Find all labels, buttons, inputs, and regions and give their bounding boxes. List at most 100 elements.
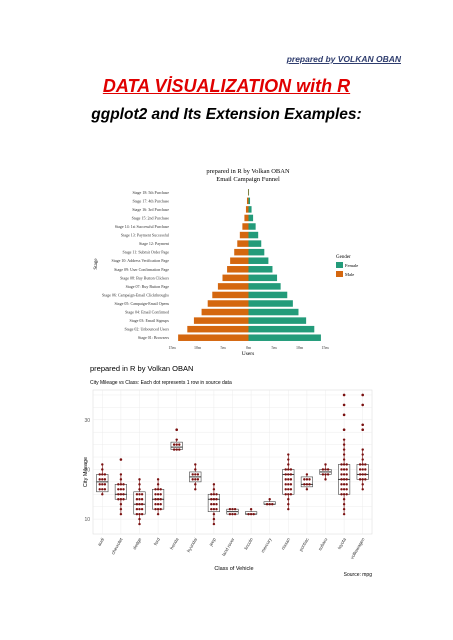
- class-tick-label: volkswagen: [349, 537, 365, 560]
- funnel-x-axis-label: Users: [242, 351, 255, 357]
- data-dot: [159, 503, 162, 506]
- data-dot: [361, 473, 364, 476]
- class-tick-label: lincoln: [243, 537, 254, 551]
- boxplot-caption: Source: mpg: [344, 572, 373, 578]
- data-dot: [122, 488, 125, 491]
- data-dot: [175, 438, 178, 441]
- funnel-bar-male: [187, 325, 249, 333]
- data-dot: [140, 512, 144, 516]
- funnel-y-axis-label: Stage: [94, 258, 99, 270]
- data-dot: [289, 483, 293, 486]
- funnel-bar-female: [248, 325, 315, 333]
- funnel-bar-male: [201, 308, 249, 316]
- data-dot: [342, 453, 346, 456]
- data-dot: [345, 483, 348, 486]
- boxplot-y-tick-label: 30: [84, 418, 90, 424]
- data-dot: [119, 512, 123, 516]
- data-dot: [154, 498, 157, 501]
- data-dot: [252, 512, 255, 516]
- data-dot: [138, 498, 141, 501]
- data-dot: [345, 493, 348, 496]
- class-tick-label: pontiac: [298, 536, 310, 552]
- stage-tick-label: Stage 14: 1st Successful Purchase: [115, 224, 169, 229]
- data-dot: [191, 478, 194, 481]
- data-dot: [287, 463, 290, 466]
- data-dot: [117, 488, 120, 491]
- data-dot: [156, 507, 160, 511]
- class-tick-label: dodge: [132, 537, 143, 551]
- data-dot: [247, 512, 250, 516]
- funnel-bar-female: [248, 189, 250, 196]
- data-dot: [122, 483, 125, 486]
- funnel-bar-female: [248, 223, 256, 230]
- data-dot: [361, 488, 364, 491]
- funnel-x-tick-label: 15m: [321, 345, 329, 350]
- box-iqr: [114, 484, 127, 500]
- funnel-x-tick-label: 15m: [168, 345, 176, 350]
- funnel-bar-female: [248, 317, 307, 324]
- data-dot: [98, 478, 101, 481]
- class-tick-label: mercury: [260, 536, 273, 553]
- data-dot: [119, 493, 123, 496]
- class-tick-label: toyota: [337, 537, 348, 551]
- data-dot: [358, 478, 362, 481]
- funnel-bar-female: [248, 231, 259, 239]
- data-dot: [358, 473, 362, 476]
- data-dot: [194, 478, 197, 481]
- data-dot: [210, 503, 213, 506]
- data-dot: [156, 512, 160, 516]
- class-tick-label: audi: [97, 537, 106, 547]
- data-dot: [326, 473, 330, 476]
- data-dot: [191, 473, 194, 476]
- data-dot: [231, 512, 234, 516]
- class-tick-label: chevrolet: [110, 536, 124, 555]
- boxplot-y-tick-label: 10: [84, 517, 90, 523]
- boxplot-x-axis-label: Class of Vehicle: [214, 566, 253, 572]
- data-dot: [159, 493, 162, 496]
- data-dot: [178, 448, 181, 451]
- legend-label-female: Female: [345, 263, 358, 268]
- data-dot: [194, 488, 197, 491]
- data-dot: [156, 503, 160, 506]
- legend-label-male: Male: [345, 272, 354, 277]
- data-dot: [342, 483, 346, 486]
- class-tick-label: ford: [153, 537, 161, 547]
- funnel-bar-female: [248, 214, 254, 222]
- data-dot: [140, 503, 144, 506]
- data-dot: [140, 507, 144, 511]
- funnel-x-tick-label: 5m: [271, 345, 277, 350]
- funnel-bar-male: [222, 274, 249, 282]
- data-dot: [345, 478, 348, 481]
- data-dot: [228, 507, 232, 511]
- outlier-dot: [361, 428, 365, 432]
- funnel-bar-male: [207, 300, 249, 307]
- data-dot: [342, 443, 346, 446]
- data-dot: [119, 503, 123, 506]
- funnel-bar-male: [178, 334, 249, 341]
- data-dot: [364, 468, 367, 471]
- data-dot: [284, 478, 287, 481]
- data-dot: [340, 478, 343, 481]
- data-dot: [156, 488, 160, 491]
- data-dot: [154, 493, 157, 496]
- data-dot: [284, 488, 287, 491]
- data-dot: [138, 512, 141, 516]
- data-dot: [361, 478, 364, 481]
- class-tick-label: hyundai: [186, 537, 198, 553]
- data-dot: [212, 522, 216, 526]
- data-dot: [212, 498, 216, 501]
- data-dot: [101, 468, 104, 471]
- box-iqr: [282, 469, 295, 495]
- data-dot: [212, 507, 216, 511]
- data-dot: [321, 473, 325, 476]
- data-dot: [289, 468, 293, 471]
- data-dot: [215, 493, 218, 496]
- data-dot: [361, 468, 364, 471]
- legend-swatch-female: [336, 262, 343, 268]
- stage-tick-label: Stage 18: 5th Purchase: [132, 190, 169, 195]
- data-dot: [212, 512, 216, 516]
- data-dot: [358, 463, 362, 466]
- data-dot: [342, 478, 346, 481]
- data-dot: [249, 512, 253, 516]
- stage-tick-label: Stage 13: Payment Successful: [121, 233, 170, 238]
